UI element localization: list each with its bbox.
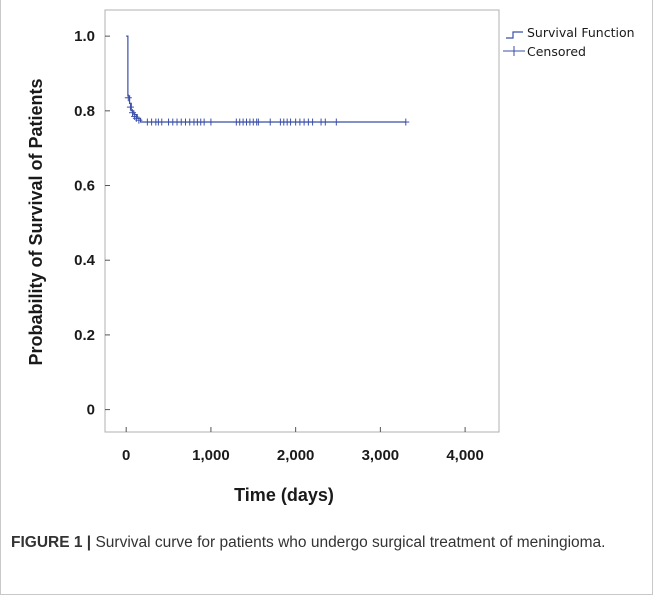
y-tick-label: 0.2 (74, 327, 95, 344)
x-tick-label: 0 (122, 447, 130, 464)
censored-marker (200, 118, 208, 126)
censored-marker (332, 118, 340, 126)
legend-censored-symbol (503, 46, 525, 56)
x-tick-label: 1,000 (192, 447, 230, 464)
censored-marker (129, 109, 137, 117)
legend: Survival Function Censored (503, 25, 635, 59)
censored-marker (158, 118, 166, 126)
y-tick-label: 0.6 (74, 178, 95, 195)
censored-marker (207, 118, 215, 126)
censored-marker (402, 118, 410, 126)
figure-caption-text: Survival curve for patients who undergo … (95, 534, 606, 551)
x-tick-label: 2,000 (277, 447, 315, 464)
legend-survival-label: Survival Function (527, 25, 635, 40)
censored-marker (254, 118, 262, 126)
y-tick-label: 0.8 (74, 103, 95, 120)
y-tick-label: 1.0 (74, 28, 95, 45)
censored-marker (124, 94, 132, 102)
survival-chart: 0 0.2 0.4 0.6 0.8 1.0 0 1,000 2,000 3,000 4,000 T… (26, 9, 635, 505)
y-tick-label: 0.4 (74, 252, 96, 269)
censored-marker (126, 103, 134, 111)
x-tick-label: 3,000 (362, 447, 400, 464)
figure-caption: FIGURE 1 | Survival curve for patients w… (11, 532, 631, 554)
censored-marker (266, 118, 274, 126)
x-axis-title: Time (days) (234, 485, 334, 505)
plot-area (104, 9, 500, 433)
censored-marker (309, 118, 317, 126)
legend-survival-symbol (506, 31, 523, 39)
y-tick-label: 0 (87, 402, 95, 419)
figure-label: FIGURE 1 | (11, 534, 92, 551)
legend-censored-label: Censored (527, 44, 586, 59)
censored-marker (135, 116, 143, 124)
x-axis-ticks: 0 1,000 2,000 3,000 4,000 (122, 427, 484, 464)
y-axis-title: Probability of Survival of Patients (26, 78, 46, 365)
censored-marker (321, 118, 329, 126)
x-tick-label: 4,000 (446, 447, 484, 464)
series-layer (124, 35, 410, 126)
y-axis-ticks: 0 0.2 0.4 0.6 0.8 1.0 (74, 28, 110, 419)
